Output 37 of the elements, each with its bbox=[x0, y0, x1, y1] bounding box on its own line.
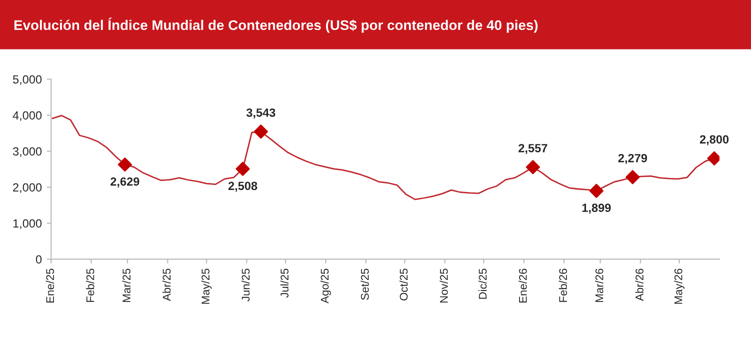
x-tick-label: May/26 bbox=[674, 268, 684, 304]
x-tick-label: Mar/26 bbox=[595, 268, 604, 302]
data-label: 1,899 bbox=[582, 204, 611, 214]
data-label: 2,629 bbox=[110, 177, 140, 188]
x-tick-label: Nov/25 bbox=[440, 268, 448, 303]
chart-title: Evolución del Índice Mundial de Contenedores (US$ por contenedor de 40 pies) bbox=[14, 18, 538, 33]
x-tick-label: Feb/25 bbox=[86, 268, 94, 302]
data-label: 2,800 bbox=[700, 135, 729, 146]
point bbox=[254, 124, 268, 139]
x-tick-label: Abr/26 bbox=[635, 268, 644, 301]
data-label: 3,543 bbox=[246, 108, 276, 119]
x-tick-label: Abr/25 bbox=[162, 268, 171, 301]
x-tick-label: Feb/26 bbox=[558, 268, 567, 302]
data-label: 2,279 bbox=[618, 154, 648, 164]
data-label: 2,557 bbox=[518, 144, 548, 154]
x-tick-label: Ago/25 bbox=[320, 268, 331, 304]
data-label: 2,508 bbox=[228, 182, 258, 192]
y-tick-label: 5,000 bbox=[12, 75, 42, 85]
x-tick-label: Jul/25 bbox=[280, 268, 289, 298]
x-tick-label: Ene/25 bbox=[46, 268, 54, 303]
x-tick-label: Ene/26 bbox=[518, 268, 527, 303]
point bbox=[626, 170, 640, 184]
y-tick-label: 0 bbox=[36, 255, 42, 264]
point bbox=[589, 184, 604, 198]
x-tick-label: Jun/25 bbox=[241, 268, 250, 302]
x-tick-label: Dic/25 bbox=[478, 268, 487, 299]
x-tick-label: Mar/25 bbox=[122, 268, 130, 302]
y-tick-label: 4,000 bbox=[12, 111, 42, 121]
x-tick-label: Set/25 bbox=[360, 268, 369, 300]
y-tick-label: 2,000 bbox=[13, 183, 42, 193]
point bbox=[526, 160, 540, 174]
point bbox=[118, 157, 132, 172]
y-tick-label: 1,000 bbox=[13, 219, 42, 229]
x-tick-label: Oct/25 bbox=[400, 268, 408, 300]
point bbox=[236, 162, 250, 176]
x-tick-label: May/25 bbox=[201, 268, 212, 304]
y-tick-label: 3,000 bbox=[12, 147, 42, 157]
